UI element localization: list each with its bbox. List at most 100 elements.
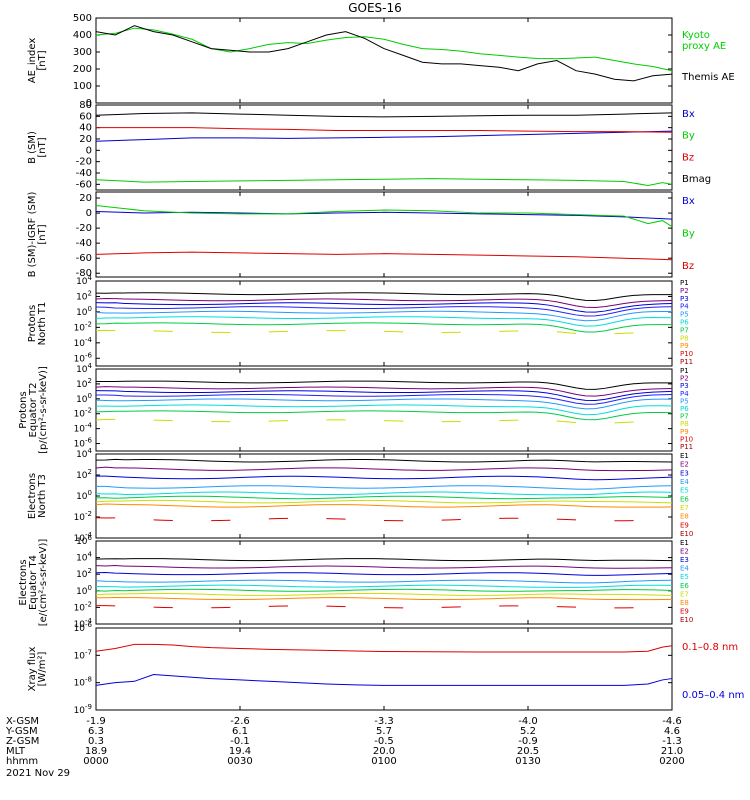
legend-label: 0.1–0.8 nm [682, 642, 738, 653]
series-line [95, 251, 673, 261]
legend-label: E3 [680, 556, 689, 564]
series-line [95, 643, 673, 653]
y-tick-label: 100 [76, 584, 92, 597]
legend-label: By [682, 229, 695, 240]
series-line [95, 491, 673, 496]
legend-label: Bmag [682, 174, 711, 185]
series-line [95, 298, 673, 309]
series-line [95, 205, 673, 228]
legend-label: P9 [680, 342, 689, 350]
y-tick-label: 10-4 [74, 336, 93, 349]
legend-label: P4 [680, 303, 689, 311]
x-row-value: 6.1 [232, 726, 248, 737]
legend-label: P5 [680, 311, 689, 319]
series-line [95, 380, 673, 390]
legend-label: Bx [682, 196, 695, 207]
y-tick-label: 60 [79, 111, 92, 122]
panel-frame [95, 627, 673, 711]
series-line [95, 398, 673, 410]
series-line [95, 322, 673, 333]
x-row-label: X-GSM [6, 716, 39, 727]
x-row-value: -0.1 [230, 736, 250, 747]
legend-label: 0.05–0.4 nm [682, 690, 744, 701]
series-line [95, 475, 673, 481]
y-tick-label: 102 [76, 377, 92, 390]
y-tick-label: 102 [76, 468, 92, 481]
y-tick-label: 400 [73, 30, 92, 41]
series-line [556, 331, 577, 335]
y-axis-label: [W/m²] [37, 651, 48, 686]
legend-label: E1 [680, 452, 689, 460]
y-tick-label: 0 [86, 98, 92, 109]
y-axis-label: Protons [18, 391, 29, 428]
y-axis-label: [p/(cm²-s-sr-keV)] [38, 366, 49, 454]
series-line [556, 606, 577, 608]
y-tick-label: -20 [76, 223, 92, 234]
y-tick-label: 200 [73, 64, 92, 75]
y-tick-label: 100 [76, 305, 92, 318]
x-row-value: 19.4 [229, 746, 251, 757]
series-line [95, 302, 673, 313]
y-axis-label: Equator T4 [28, 555, 39, 610]
legend-label: E3 [680, 469, 689, 477]
series-line [95, 458, 673, 463]
legend-label: P7 [680, 326, 689, 334]
series-line [441, 519, 461, 521]
x-row-value: 20.5 [517, 746, 539, 757]
series-line [95, 466, 673, 472]
y-axis-label: [e/(cm²-s-sr-keV)] [38, 539, 49, 627]
series-line [556, 420, 577, 424]
y-tick-label: 20 [79, 193, 92, 204]
legend-label: E4 [680, 565, 689, 573]
series-line [95, 178, 673, 186]
y-tick-label: 100 [76, 392, 92, 405]
x-row-value: -4.0 [518, 716, 538, 727]
series-line [95, 112, 673, 118]
panel-frame [95, 104, 673, 191]
y-tick-label: 10-8 [74, 676, 92, 689]
x-row-value: 0100 [371, 756, 396, 767]
y-tick-label: -20 [76, 157, 92, 168]
x-row-value: 0000 [83, 756, 108, 767]
legend-label: P3 [680, 382, 689, 390]
y-tick-label: -60 [76, 253, 92, 264]
y-tick-label: 102 [76, 567, 92, 580]
legend-label: Kyoto [682, 30, 710, 41]
x-row-value: 5.2 [520, 726, 536, 737]
x-row-value: 0.3 [88, 736, 104, 747]
series-line [95, 596, 673, 601]
series-line [95, 485, 673, 490]
y-tick-label: 0 [86, 145, 92, 156]
y-tick-label: -40 [76, 238, 92, 249]
y-axis-label: [nT] [37, 137, 48, 157]
series-line [95, 390, 673, 402]
series-line [95, 592, 673, 596]
x-row-value: 5.7 [376, 726, 392, 737]
legend-label: E6 [680, 495, 689, 503]
legend-label: Bz [682, 261, 694, 272]
legend-label: P9 [680, 428, 689, 436]
series-line [95, 503, 673, 508]
series-line [614, 332, 634, 335]
x-row-value: -0.9 [518, 736, 538, 747]
x-row-value: 0030 [227, 756, 252, 767]
y-tick-label: 10-2 [74, 407, 92, 420]
y-tick-label: 80 [79, 100, 92, 111]
y-tick-label: -40 [76, 168, 92, 179]
legend-label: P4 [680, 390, 689, 398]
series-line [96, 127, 673, 133]
y-tick-label: 10-2 [74, 600, 92, 613]
x-row-label: hhmm [6, 756, 38, 767]
x-row-value: 6.3 [88, 726, 104, 737]
legend-label: E1 [680, 539, 689, 547]
legend-label: Bz [682, 152, 694, 163]
panel-frame [95, 17, 673, 104]
y-axis-label: AE_index [27, 38, 38, 84]
y-axis-label: North T1 [37, 302, 48, 346]
legend-label: E8 [680, 599, 689, 607]
legend-label: E5 [680, 573, 689, 581]
legend-label: E10 [680, 616, 693, 624]
y-tick-label: 0 [86, 208, 92, 219]
